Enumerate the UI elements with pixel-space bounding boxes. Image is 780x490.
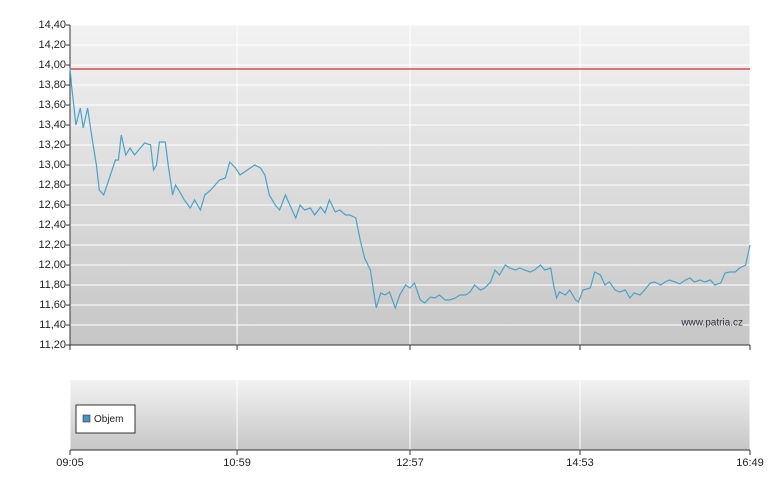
y-tick-label: 12,20	[38, 239, 66, 251]
y-tick-label: 13,40	[38, 119, 66, 131]
watermark: www.patria.cz	[680, 318, 743, 329]
chart-layer: 11,20 11,40 11,60 11,80 12,00 12,20 12,40 12,60…	[38, 19, 763, 469]
y-tick-label: 13,60	[38, 99, 66, 111]
y-tick-label: 13,20	[38, 139, 66, 151]
x-tick-label: 09:05	[56, 457, 84, 469]
x-tick-label: 16:49	[736, 457, 764, 469]
y-tick-label: 14,00	[38, 59, 66, 71]
price-line	[69, 67, 751, 310]
y-tick-label: 12,40	[38, 219, 66, 231]
y-tick-label: 13,80	[38, 79, 66, 91]
x-tick-label: 12:57	[396, 457, 424, 469]
legend-label: Objem	[94, 414, 123, 425]
y-tick-label: 11,20	[39, 339, 66, 351]
y-tick-label: 12,80	[38, 179, 66, 191]
y-tick-label: 12,00	[38, 259, 66, 271]
y-tick-label: 14,20	[38, 39, 66, 51]
y-tick-label: 13,00	[38, 159, 66, 171]
y-tick-label: 11,80	[39, 279, 66, 291]
x-tick-label: 10:59	[223, 457, 251, 469]
x-tick-label: 14:53	[566, 457, 594, 469]
y-tick-label: 12,60	[38, 199, 66, 211]
y-tick-label: 11,40	[39, 319, 66, 331]
y-tick-label: 11,60	[39, 299, 66, 311]
y-tick-label: 14,40	[38, 19, 66, 31]
legend-swatch	[82, 414, 91, 423]
